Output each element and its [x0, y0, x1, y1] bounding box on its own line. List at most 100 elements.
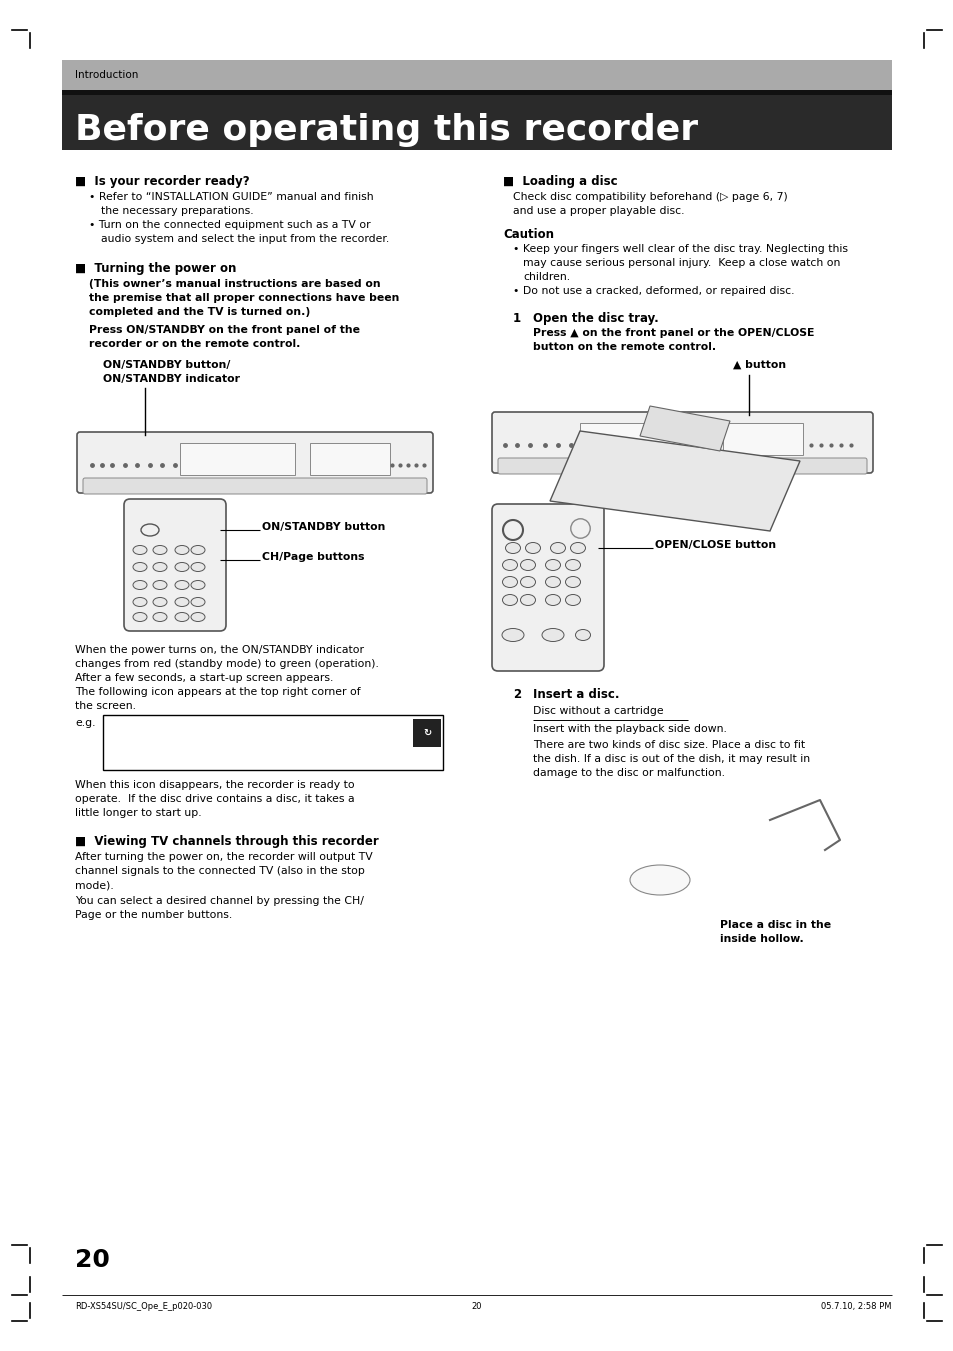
- Ellipse shape: [191, 597, 205, 607]
- Text: ■  Loading a disc: ■ Loading a disc: [502, 176, 617, 188]
- Text: audio system and select the input from the recorder.: audio system and select the input from t…: [101, 234, 389, 245]
- Ellipse shape: [174, 612, 189, 621]
- Text: RD-XS54SU/SC_Ope_E_p020-030: RD-XS54SU/SC_Ope_E_p020-030: [75, 1302, 212, 1310]
- Text: changes from red (standby mode) to green (operation).: changes from red (standby mode) to green…: [75, 659, 378, 669]
- Ellipse shape: [565, 559, 579, 570]
- Bar: [180, 443, 294, 476]
- Ellipse shape: [502, 577, 517, 588]
- Text: ON/STANDBY indicator: ON/STANDBY indicator: [103, 374, 240, 384]
- Text: Caution: Caution: [502, 228, 554, 240]
- Ellipse shape: [152, 597, 167, 607]
- Ellipse shape: [191, 581, 205, 589]
- FancyBboxPatch shape: [83, 478, 427, 494]
- Ellipse shape: [550, 543, 565, 554]
- Ellipse shape: [132, 581, 147, 589]
- Ellipse shape: [520, 577, 535, 588]
- Text: You can select a desired channel by pressing the CH/: You can select a desired channel by pres…: [75, 896, 363, 907]
- Text: the premise that all proper connections have been: the premise that all proper connections …: [89, 293, 399, 303]
- Text: There are two kinds of disc size. Place a disc to fit: There are two kinds of disc size. Place …: [533, 740, 804, 750]
- Bar: [62, 91, 891, 95]
- Ellipse shape: [520, 594, 535, 605]
- Text: The following icon appears at the top right corner of: The following icon appears at the top ri…: [75, 688, 360, 697]
- Text: Disc without a cartridge: Disc without a cartridge: [533, 707, 663, 716]
- Text: and use a proper playable disc.: and use a proper playable disc.: [513, 205, 684, 216]
- Ellipse shape: [132, 612, 147, 621]
- Ellipse shape: [565, 594, 579, 605]
- Text: the dish. If a disc is out of the dish, it may result in: the dish. If a disc is out of the dish, …: [533, 754, 809, 765]
- Ellipse shape: [191, 546, 205, 554]
- Ellipse shape: [525, 543, 540, 554]
- Text: recorder or on the remote control.: recorder or on the remote control.: [89, 339, 300, 349]
- Ellipse shape: [152, 546, 167, 554]
- Bar: [62, 59, 891, 91]
- Text: Insert a disc.: Insert a disc.: [533, 688, 618, 701]
- Text: operate.  If the disc drive contains a disc, it takes a: operate. If the disc drive contains a di…: [75, 794, 355, 804]
- Text: ■  Is your recorder ready?: ■ Is your recorder ready?: [75, 176, 250, 188]
- Text: e.g.: e.g.: [75, 717, 95, 728]
- Ellipse shape: [174, 581, 189, 589]
- Text: little longer to start up.: little longer to start up.: [75, 808, 201, 817]
- Text: Loading: Loading: [415, 748, 439, 753]
- Text: Place a disc in the: Place a disc in the: [720, 920, 830, 929]
- Text: 05.7.10, 2:58 PM: 05.7.10, 2:58 PM: [821, 1302, 891, 1310]
- Ellipse shape: [501, 628, 523, 642]
- Text: ■  Viewing TV channels through this recorder: ■ Viewing TV channels through this recor…: [75, 835, 378, 848]
- Text: channel signals to the connected TV (also in the stop: channel signals to the connected TV (als…: [75, 866, 364, 875]
- Text: Open the disc tray.: Open the disc tray.: [533, 312, 659, 326]
- Text: CH/Page buttons: CH/Page buttons: [262, 553, 364, 562]
- Text: • Refer to “INSTALLATION GUIDE” manual and finish: • Refer to “INSTALLATION GUIDE” manual a…: [89, 192, 374, 203]
- Polygon shape: [550, 431, 800, 531]
- FancyBboxPatch shape: [77, 432, 433, 493]
- Ellipse shape: [565, 577, 579, 588]
- Text: ON/STANDBY button/: ON/STANDBY button/: [103, 359, 230, 370]
- Ellipse shape: [629, 865, 689, 894]
- Bar: [103, 715, 442, 770]
- Text: After a few seconds, a start-up screen appears.: After a few seconds, a start-up screen a…: [75, 673, 333, 684]
- Text: damage to the disc or malfunction.: damage to the disc or malfunction.: [533, 767, 724, 778]
- FancyBboxPatch shape: [492, 504, 603, 671]
- Text: may cause serious personal injury.  Keep a close watch on: may cause serious personal injury. Keep …: [522, 258, 840, 267]
- Text: Press ▲ on the front panel or the OPEN/CLOSE: Press ▲ on the front panel or the OPEN/C…: [533, 328, 814, 338]
- Text: After turning the power on, the recorder will output TV: After turning the power on, the recorder…: [75, 852, 373, 862]
- Text: When this icon disappears, the recorder is ready to: When this icon disappears, the recorder …: [75, 780, 355, 790]
- Ellipse shape: [174, 546, 189, 554]
- Bar: [413, 719, 440, 747]
- Text: children.: children.: [522, 272, 570, 282]
- Text: • Do not use a cracked, deformed, or repaired disc.: • Do not use a cracked, deformed, or rep…: [513, 286, 794, 296]
- Text: ↻: ↻: [422, 728, 431, 738]
- Bar: [310, 443, 390, 476]
- Text: 1: 1: [513, 312, 520, 326]
- Ellipse shape: [191, 612, 205, 621]
- Ellipse shape: [174, 597, 189, 607]
- Text: Before operating this recorder: Before operating this recorder: [75, 113, 698, 147]
- Text: completed and the TV is turned on.): completed and the TV is turned on.): [89, 307, 310, 317]
- Text: Introduction: Introduction: [75, 70, 138, 80]
- Ellipse shape: [545, 594, 560, 605]
- Ellipse shape: [545, 577, 560, 588]
- Text: inside hollow.: inside hollow.: [720, 934, 803, 944]
- Ellipse shape: [132, 546, 147, 554]
- Ellipse shape: [152, 612, 167, 621]
- Ellipse shape: [132, 597, 147, 607]
- Ellipse shape: [132, 562, 147, 571]
- Text: 2: 2: [513, 688, 520, 701]
- Text: ▲ button: ▲ button: [732, 359, 785, 370]
- Text: (This owner’s manual instructions are based on: (This owner’s manual instructions are ba…: [89, 280, 380, 289]
- Text: 20: 20: [75, 1248, 110, 1273]
- Text: the screen.: the screen.: [75, 701, 136, 711]
- Text: • Keep your fingers well clear of the disc tray. Neglecting this: • Keep your fingers well clear of the di…: [513, 245, 847, 254]
- Bar: [579, 423, 709, 455]
- Ellipse shape: [141, 524, 159, 536]
- FancyBboxPatch shape: [124, 499, 226, 631]
- Text: • Turn on the connected equipment such as a TV or: • Turn on the connected equipment such a…: [89, 220, 370, 230]
- FancyBboxPatch shape: [497, 458, 866, 474]
- Text: Check disc compatibility beforehand (▷ page 6, 7): Check disc compatibility beforehand (▷ p…: [513, 192, 787, 203]
- Text: ■  Turning the power on: ■ Turning the power on: [75, 262, 236, 276]
- Polygon shape: [639, 407, 729, 451]
- Text: When the power turns on, the ON/STANDBY indicator: When the power turns on, the ON/STANDBY …: [75, 644, 364, 655]
- Text: 20: 20: [471, 1302, 482, 1310]
- Bar: [62, 95, 891, 150]
- Ellipse shape: [505, 543, 520, 554]
- Ellipse shape: [152, 562, 167, 571]
- Text: Page or the number buttons.: Page or the number buttons.: [75, 911, 232, 920]
